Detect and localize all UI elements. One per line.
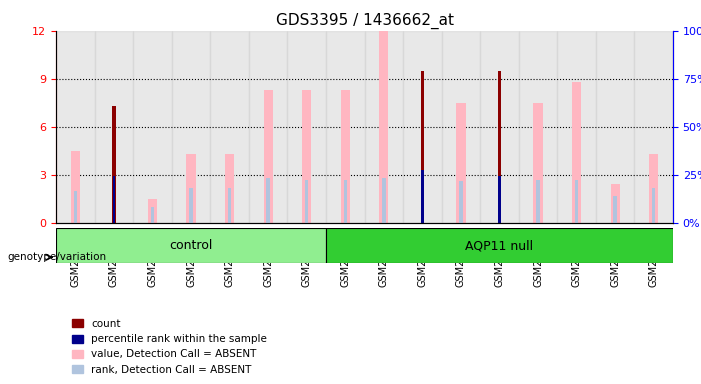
- Bar: [421, 170, 423, 223]
- Bar: [189, 187, 193, 223]
- Bar: [382, 178, 386, 223]
- Bar: [326, 31, 365, 223]
- Bar: [536, 180, 540, 223]
- Bar: [498, 176, 501, 223]
- Bar: [228, 187, 231, 223]
- Bar: [112, 106, 116, 223]
- Bar: [480, 31, 519, 223]
- Bar: [613, 195, 617, 223]
- Bar: [611, 184, 620, 223]
- Bar: [133, 31, 172, 223]
- Bar: [225, 154, 234, 223]
- Bar: [575, 180, 578, 223]
- Bar: [172, 31, 210, 223]
- Bar: [186, 154, 196, 223]
- Bar: [652, 187, 655, 223]
- Bar: [264, 90, 273, 223]
- FancyBboxPatch shape: [56, 228, 326, 263]
- Bar: [557, 31, 596, 223]
- Bar: [533, 103, 543, 223]
- Bar: [649, 154, 658, 223]
- Bar: [287, 31, 326, 223]
- Bar: [266, 178, 270, 223]
- Bar: [341, 90, 350, 223]
- Bar: [634, 31, 673, 223]
- Bar: [498, 71, 501, 223]
- Bar: [343, 180, 347, 223]
- Text: control: control: [170, 239, 212, 252]
- Bar: [113, 176, 115, 223]
- Bar: [56, 31, 95, 223]
- Bar: [249, 31, 287, 223]
- Bar: [379, 31, 388, 223]
- Bar: [71, 151, 80, 223]
- Bar: [572, 82, 581, 223]
- Bar: [442, 31, 480, 223]
- Bar: [365, 31, 403, 223]
- FancyBboxPatch shape: [326, 228, 673, 263]
- Bar: [596, 31, 634, 223]
- Bar: [95, 31, 133, 223]
- Bar: [305, 180, 308, 223]
- Bar: [210, 31, 249, 223]
- Bar: [151, 207, 154, 223]
- Text: genotype/variation: genotype/variation: [7, 252, 106, 262]
- Legend: count, percentile rank within the sample, value, Detection Call = ABSENT, rank, : count, percentile rank within the sample…: [68, 315, 271, 379]
- Bar: [148, 199, 157, 223]
- Bar: [403, 31, 442, 223]
- Title: GDS3395 / 1436662_at: GDS3395 / 1436662_at: [275, 13, 454, 29]
- Text: AQP11 null: AQP11 null: [465, 239, 533, 252]
- Bar: [456, 103, 465, 223]
- Bar: [519, 31, 557, 223]
- Bar: [459, 181, 463, 223]
- Bar: [302, 90, 311, 223]
- Bar: [421, 71, 424, 223]
- Bar: [74, 191, 77, 223]
